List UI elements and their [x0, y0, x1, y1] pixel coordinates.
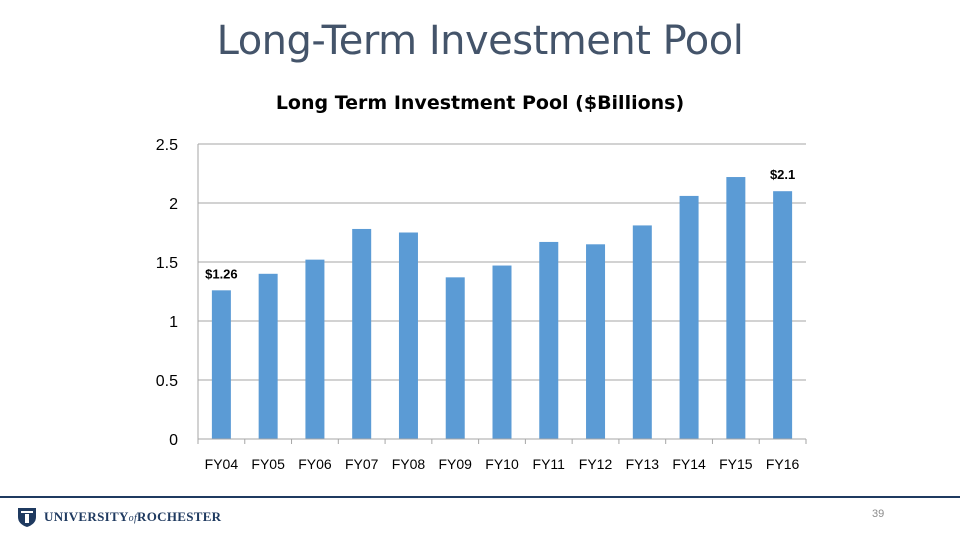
- bar: [445, 277, 465, 439]
- bars: [211, 177, 793, 440]
- bar: [211, 290, 231, 439]
- labels: 0 0.5 1 1.5 2 2.5 FY04 FY05 FY06 FY07 FY08 FY09 FY10…: [156, 137, 800, 472]
- bar: [632, 225, 652, 439]
- axes: [197, 144, 807, 444]
- y-tick-label: 1.5: [156, 255, 178, 272]
- x-tick-label: FY05: [251, 456, 285, 472]
- y-tick-label: 1: [169, 314, 178, 331]
- bar: [258, 273, 278, 439]
- chart-title: Long Term Investment Pool ($Billions): [275, 92, 685, 114]
- bar: [305, 259, 325, 439]
- x-tick-label: FY04: [205, 456, 239, 472]
- x-tick-label: FY06: [298, 456, 332, 472]
- x-tick-label: FY12: [579, 456, 613, 472]
- x-tick-label: FY10: [485, 456, 519, 472]
- logo-wordmark: UNIVERSITYofROCHESTER: [44, 509, 222, 524]
- bar: [492, 265, 512, 439]
- y-tick-label: 0.5: [156, 373, 178, 390]
- bar: [398, 232, 418, 439]
- data-label: $2.1: [770, 167, 795, 182]
- x-tick-label: FY07: [345, 456, 379, 472]
- x-tick-label: FY14: [672, 456, 706, 472]
- y-tick-label: 2.5: [156, 137, 178, 154]
- slide-title: Long-Term Investment Pool: [216, 18, 744, 64]
- x-tick-label: FY16: [766, 456, 800, 472]
- data-label: $1.26: [205, 266, 238, 281]
- x-tick-label: FY13: [626, 456, 660, 472]
- page-number: 39: [872, 508, 885, 520]
- y-tick-label: 2: [169, 196, 178, 213]
- bar: [539, 241, 559, 439]
- bar: [773, 191, 793, 439]
- shield-icon: [18, 508, 36, 527]
- x-tick-label: FY09: [438, 456, 472, 472]
- x-tick-label: FY15: [719, 456, 753, 472]
- x-tick-label: FY11: [533, 456, 566, 472]
- footer-divider: [0, 496, 960, 498]
- bar: [586, 244, 606, 439]
- x-tick-label: FY08: [392, 456, 426, 472]
- bar: [679, 195, 699, 439]
- y-tick-label: 0: [169, 432, 178, 449]
- bar: [352, 228, 372, 439]
- university-logo: UNIVERSITYofROCHESTER: [16, 506, 221, 528]
- bar: [726, 177, 746, 440]
